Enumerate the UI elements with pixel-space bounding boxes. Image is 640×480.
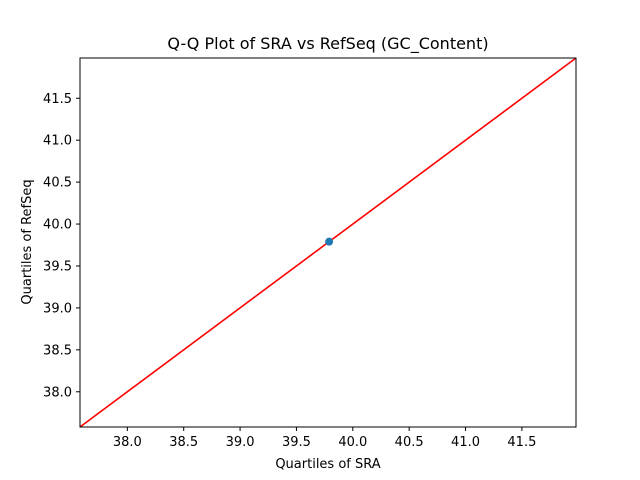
y-tick-label: 41.0 [43,134,72,149]
x-tick-label: 40.5 [395,435,424,450]
x-tick-label: 39.5 [282,435,311,450]
y-tick-label: 39.5 [43,259,72,274]
y-tick-label: 38.5 [43,343,72,358]
x-axis-ticks: 38.0 38.5 39.0 39.5 40.0 40.5 41.0 41.5 [113,427,536,450]
x-tick-label: 41.0 [451,435,480,450]
x-tick-label: 38.0 [113,435,142,450]
y-tick-label: 39.0 [43,301,72,316]
plot-frame [79,57,577,428]
y-tick-label: 38.0 [43,385,72,400]
x-tick-label: 41.5 [507,435,536,450]
chart-title: Q-Q Plot of SRA vs RefSeq (GC_Content) [167,34,488,54]
x-tick-label: 39.0 [226,435,255,450]
y-axis-ticks: 38.0 38.5 39.0 39.5 40.0 40.5 41.0 41.5 [43,92,80,400]
y-tick-label: 40.0 [43,218,72,233]
y-axis-label: Quartiles of RefSeq [20,179,35,304]
x-tick-label: 40.0 [338,435,367,450]
y-tick-label: 41.5 [43,92,72,107]
x-tick-label: 38.5 [169,435,198,450]
data-points-layer [325,237,334,246]
x-axis-label: Quartiles of SRA [275,457,380,472]
data-point [325,237,334,246]
y-tick-label: 40.5 [43,176,72,191]
